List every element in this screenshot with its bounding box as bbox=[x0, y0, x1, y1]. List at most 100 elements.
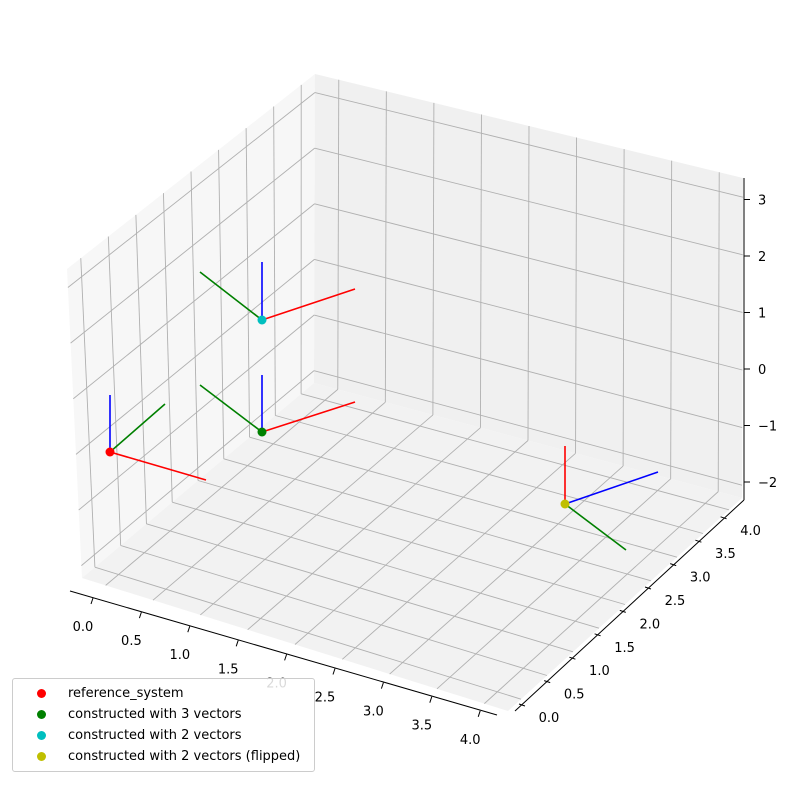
legend-marker-cyan bbox=[37, 731, 46, 740]
frame-origin-point bbox=[105, 447, 115, 457]
x-tick-mark bbox=[235, 640, 239, 647]
frame-origin-point bbox=[560, 499, 570, 509]
left-grid-line bbox=[218, 149, 225, 459]
z-tick-label: −1 bbox=[758, 420, 777, 435]
back-grid-line bbox=[432, 102, 435, 415]
back-grid-line bbox=[670, 160, 673, 479]
y-tick-mark bbox=[544, 680, 551, 684]
y-tick-mark bbox=[695, 539, 702, 543]
y-axis-line bbox=[514, 499, 745, 712]
legend-item-two-vectors-flipped: constructed with 2 vectors (flipped) bbox=[21, 746, 306, 767]
y-tick-label: 4.0 bbox=[740, 524, 761, 539]
left-grid-line bbox=[245, 128, 251, 438]
frame-y-axis-line bbox=[199, 271, 263, 321]
frame-x-axis-line bbox=[261, 401, 356, 433]
floor-grid-line bbox=[300, 393, 730, 511]
x-tick-label: 3.5 bbox=[411, 719, 432, 734]
x-tick-label: 1.0 bbox=[169, 648, 190, 663]
left-pane bbox=[67, 74, 315, 578]
back-grid-line bbox=[384, 91, 387, 403]
frame-y-axis-line bbox=[109, 403, 166, 453]
legend-marker-green bbox=[37, 710, 46, 719]
coordinate-frames bbox=[105, 262, 659, 551]
left-grid-line bbox=[78, 314, 315, 511]
back-grid-line bbox=[314, 314, 743, 429]
x-tick-mark bbox=[429, 696, 433, 703]
left-grid-line bbox=[162, 193, 173, 503]
floor-grid-line bbox=[484, 491, 719, 704]
legend-label: constructed with 2 vectors (flipped) bbox=[68, 749, 301, 764]
y-tick-mark bbox=[670, 563, 677, 567]
y-tick-label: 2.5 bbox=[665, 594, 686, 609]
left-grid-line bbox=[70, 147, 316, 344]
x-tick-label: 0.5 bbox=[121, 634, 142, 649]
y-tick-mark bbox=[644, 586, 652, 590]
y-tick-label: 1.5 bbox=[614, 641, 635, 656]
back-grid-line bbox=[314, 203, 743, 313]
axis-edges bbox=[69, 178, 745, 716]
grid-lines bbox=[67, 79, 744, 704]
back-grid-line bbox=[313, 370, 743, 486]
frame-three-vectors bbox=[199, 375, 356, 437]
back-grid-line bbox=[479, 114, 482, 428]
x-tick-mark bbox=[380, 682, 384, 689]
legend-label: constructed with 3 vectors bbox=[68, 707, 242, 722]
y-tick-label: 2.0 bbox=[639, 617, 660, 632]
back-grid-line bbox=[337, 79, 340, 390]
frame-y-axis-line bbox=[199, 384, 263, 433]
x-tick-label: 2.5 bbox=[315, 691, 336, 706]
left-grid-line bbox=[67, 92, 316, 288]
z-tick-label: 0 bbox=[758, 363, 766, 378]
left-grid-line bbox=[73, 203, 315, 400]
y-tick-label: 0.5 bbox=[564, 688, 585, 703]
left-grid-line bbox=[80, 258, 96, 568]
y-axis-ticks: 0.0 0.5 1.0 1.5 2.0 2.5 3.0 3.5 4.0 bbox=[518, 516, 761, 726]
left-grid-line bbox=[273, 106, 276, 416]
x-axis-line bbox=[69, 590, 498, 716]
legend-label: constructed with 2 vectors bbox=[68, 728, 242, 743]
x-tick-label: 4.0 bbox=[460, 733, 481, 748]
z-axis-ticks: −2 −1 0 1 2 3 bbox=[744, 194, 777, 491]
frame-x-axis-line bbox=[109, 451, 207, 481]
y-tick-mark bbox=[720, 516, 727, 520]
axis-panes bbox=[67, 74, 743, 711]
back-grid-line bbox=[575, 137, 578, 454]
frame-two-vectors bbox=[199, 262, 356, 325]
legend-item-three-vectors: constructed with 3 vectors bbox=[21, 704, 306, 725]
back-grid-line bbox=[314, 258, 743, 371]
y-tick-label: 1.0 bbox=[589, 664, 610, 679]
legend-marker-yellow bbox=[37, 752, 46, 761]
x-tick-label: 1.5 bbox=[218, 662, 239, 677]
y-tick-mark bbox=[619, 609, 626, 613]
y-tick-label: 3.5 bbox=[715, 547, 736, 562]
back-grid-line bbox=[717, 172, 720, 492]
left-grid-line bbox=[135, 214, 147, 524]
z-tick-label: −2 bbox=[758, 476, 777, 491]
y-tick-mark bbox=[594, 633, 601, 637]
frame-two-vectors-flipped bbox=[560, 446, 659, 551]
y-tick-mark bbox=[569, 656, 576, 660]
y-tick-mark bbox=[518, 703, 526, 707]
z-tick-label: 3 bbox=[758, 194, 766, 209]
frame-x-axis-line bbox=[261, 288, 356, 321]
frame-y-axis-line bbox=[564, 503, 627, 551]
z-tick-label: 2 bbox=[758, 250, 766, 265]
frame-origin-point bbox=[257, 427, 267, 437]
back-grid-line bbox=[527, 125, 530, 441]
left-grid-line bbox=[107, 236, 122, 546]
x-tick-mark bbox=[332, 668, 336, 675]
legend-item-reference-system: reference_system bbox=[21, 683, 306, 704]
x-tick-label: 3.0 bbox=[363, 705, 384, 720]
frame-origin-point bbox=[257, 315, 267, 325]
legend-label: reference_system bbox=[68, 686, 184, 701]
x-tick-mark bbox=[138, 611, 142, 619]
z-tick-label: 1 bbox=[758, 307, 766, 322]
x-tick-mark bbox=[187, 626, 191, 633]
frame-z-axis-line bbox=[564, 471, 659, 505]
y-tick-label: 3.0 bbox=[690, 571, 711, 586]
back-grid-line bbox=[314, 92, 744, 198]
left-grid-line bbox=[81, 370, 315, 566]
legend: reference_system constructed with 3 vect… bbox=[12, 678, 315, 772]
frame-reference-system bbox=[105, 395, 207, 481]
